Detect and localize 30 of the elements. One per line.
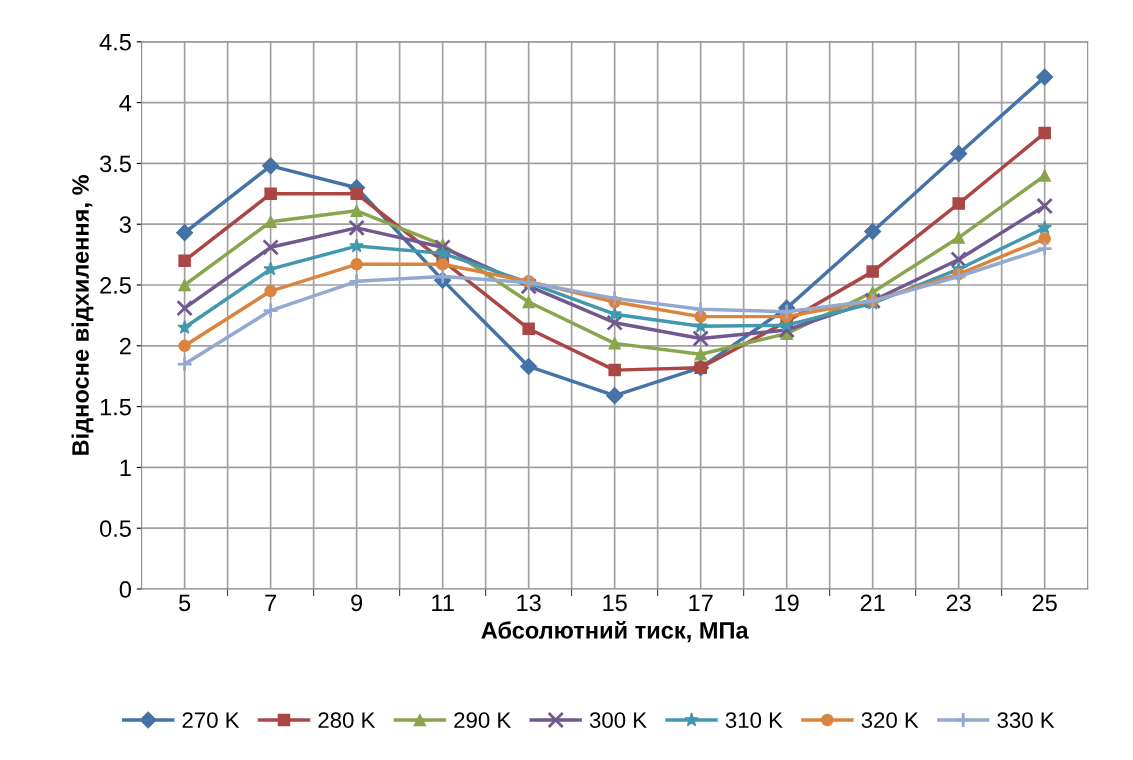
y-tick-label: 0 [119,581,131,598]
x-tick-label: 21 [860,594,885,611]
y-tick-label: 0.5 [100,520,131,537]
y-tick-label: 1 [120,459,131,476]
x-tick-label: 11 [432,594,454,611]
y-tick-label: 2 [119,337,131,355]
x-tick-label: 9 [351,594,363,612]
y-tick-label: 3 [119,216,131,233]
legend-label: 280 K [318,712,376,729]
y-axis-title: Відносне відхилення, % [71,175,94,455]
x-tick-label: 19 [775,594,799,612]
legend-label: 330 K [997,712,1055,729]
x-axis-title: Абсолютний тиск, МПа [481,620,749,643]
y-tick-label: 4 [119,94,132,112]
y-tick-label: 1.5 [100,398,131,416]
x-tick-label: 23 [946,594,971,612]
y-tick-label: 4.5 [99,34,131,51]
y-tick-label: 2.5 [100,277,131,294]
legend-label: 270 K [182,712,240,729]
x-tick-label: 5 [179,594,191,612]
legend-label: 320 K [861,712,919,729]
x-tick-label: 7 [265,594,277,611]
legend-label: 300 K [589,712,647,729]
x-tick-label: 13 [517,594,541,612]
y-tick-label: 3.5 [99,155,131,173]
legend-label: 290 K [454,712,511,729]
x-tick-label: 25 [1032,594,1057,612]
legend-label: 310 K [725,712,783,729]
x-tick-label: 15 [603,594,627,612]
x-tick-label: 17 [689,594,713,611]
